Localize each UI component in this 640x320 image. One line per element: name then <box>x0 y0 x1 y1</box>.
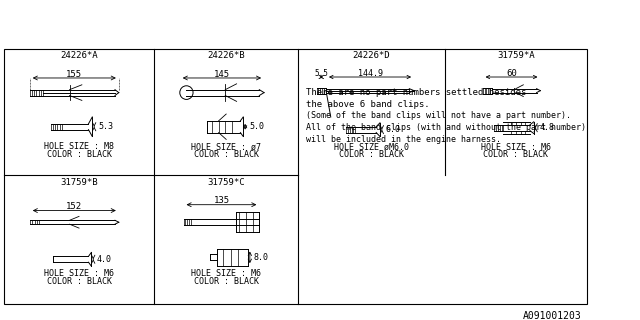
Text: 5.3: 5.3 <box>98 122 113 131</box>
Text: 24226*D: 24226*D <box>353 51 390 60</box>
Text: COLOR : BLACK: COLOR : BLACK <box>483 150 548 159</box>
Text: 5.0: 5.0 <box>249 122 264 131</box>
Text: HOLE SIZE : M6: HOLE SIZE : M6 <box>191 269 261 278</box>
Text: There are no part numbers settled besides: There are no part numbers settled beside… <box>306 88 526 97</box>
Text: 8.0: 8.0 <box>253 253 269 262</box>
Text: 144.9: 144.9 <box>358 68 383 78</box>
Text: 155: 155 <box>66 69 83 79</box>
Text: COLOR : BLACK: COLOR : BLACK <box>194 277 259 286</box>
Text: HOLE SIZE : M6: HOLE SIZE : M6 <box>481 143 551 152</box>
Text: 5.5: 5.5 <box>314 68 328 78</box>
Text: 6.0: 6.0 <box>386 125 401 134</box>
Text: the above 6 band clips.: the above 6 band clips. <box>306 100 429 109</box>
Text: 31759*A: 31759*A <box>497 51 534 60</box>
Text: (Some of the band clips will not have a part number).: (Some of the band clips will not have a … <box>306 111 571 121</box>
Text: 31759*C: 31759*C <box>207 178 245 187</box>
Text: COLOR : BLACK: COLOR : BLACK <box>47 277 111 286</box>
Text: A091001203: A091001203 <box>524 311 582 320</box>
Text: 60: 60 <box>506 68 517 78</box>
Text: 24226*B: 24226*B <box>207 51 245 60</box>
Text: COLOR : BLACK: COLOR : BLACK <box>339 150 404 159</box>
Text: 152: 152 <box>66 202 83 211</box>
Text: 4.0: 4.0 <box>97 255 112 264</box>
Text: HOLE SIZE : M8: HOLE SIZE : M8 <box>44 142 114 151</box>
Text: 24226*A: 24226*A <box>60 51 98 60</box>
Text: HOLE SIZE : M6: HOLE SIZE : M6 <box>44 269 114 278</box>
Text: will be included in the engine harness.: will be included in the engine harness. <box>306 135 500 144</box>
Text: 135: 135 <box>213 196 230 205</box>
Text: HOLE SIZE øM6.0: HOLE SIZE øM6.0 <box>334 143 409 152</box>
Text: COLOR : BLACK: COLOR : BLACK <box>47 149 111 158</box>
Text: All of the band clips (with and without the part number): All of the band clips (with and without … <box>306 123 586 132</box>
Text: 31759*B: 31759*B <box>60 178 98 187</box>
Text: COLOR : BLACK: COLOR : BLACK <box>194 150 259 159</box>
Bar <box>4 49 587 304</box>
Text: 4.8: 4.8 <box>540 123 554 132</box>
Text: HOLE SIZE : ø7: HOLE SIZE : ø7 <box>191 143 261 152</box>
Text: 145: 145 <box>214 69 230 79</box>
